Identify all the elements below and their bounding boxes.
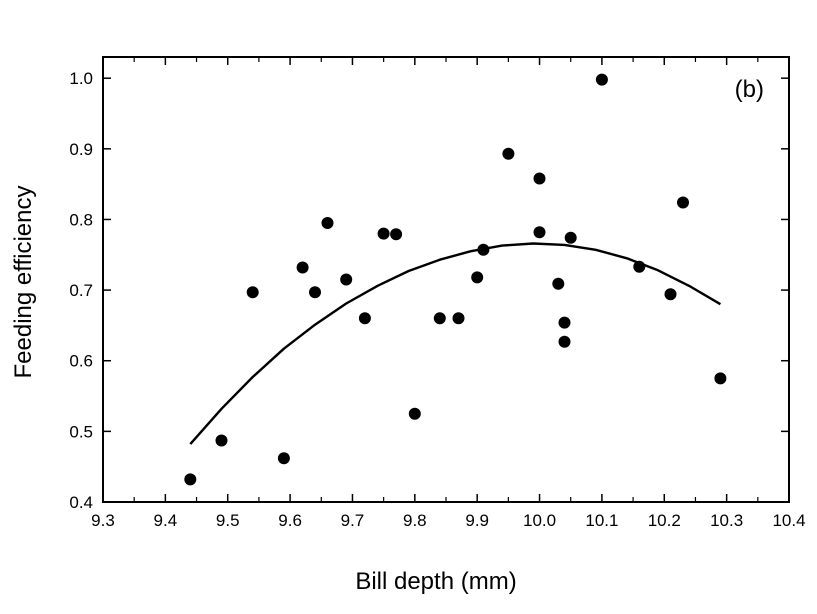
data-point [552, 277, 565, 290]
y-tick-label: 0.6 [69, 352, 93, 371]
data-point [377, 227, 390, 240]
x-axis-title: Bill depth (mm) [355, 568, 516, 595]
data-point [296, 261, 309, 274]
panel-label: (b) [735, 76, 764, 103]
data-point [558, 316, 571, 329]
data-point [246, 286, 259, 299]
y-axis-ticks: 0.4 0.5 0.6 0.7 0.8 0.9 1.0 [69, 69, 789, 512]
data-point [502, 147, 515, 160]
x-tick-label: 10.0 [523, 511, 556, 530]
x-tick-label: 10.4 [772, 511, 805, 530]
x-tick-label: 10.3 [710, 511, 743, 530]
y-axis-title: Feeding efficiency [10, 185, 37, 378]
data-point [433, 312, 446, 325]
data-point [309, 286, 321, 299]
x-tick-label: 9.7 [341, 511, 365, 530]
data-point [664, 288, 677, 301]
data-point [215, 434, 228, 447]
data-point [714, 372, 727, 385]
x-tick-label: 9.5 [216, 511, 240, 530]
data-point [533, 226, 546, 239]
data-point [184, 473, 197, 486]
x-tick-label: 9.8 [403, 511, 427, 530]
data-point [471, 271, 484, 284]
data-point [533, 172, 546, 185]
data-point [633, 260, 646, 273]
data-point [277, 452, 290, 465]
y-tick-label: 1.0 [69, 69, 93, 88]
x-tick-label: 9.4 [154, 511, 178, 530]
data-point [477, 243, 490, 256]
data-point [358, 312, 371, 325]
y-tick-label: 0.7 [69, 281, 93, 300]
x-tick-label: 10.2 [648, 511, 681, 530]
x-axis-ticks: 9.3 9.4 9.5 9.6 9.7 9.8 9.9 10.0 10.1 10.2 10.3 10.… [91, 57, 806, 530]
y-tick-label: 0.5 [69, 422, 93, 441]
data-point [390, 228, 403, 241]
data-point [408, 407, 421, 420]
plot-border [102, 56, 790, 503]
data-point [564, 231, 577, 244]
data-points [184, 73, 727, 486]
y-tick-label: 0.9 [69, 140, 93, 159]
data-point [340, 273, 353, 286]
fit-curve [189, 242, 722, 445]
x-tick-label: 10.1 [585, 511, 618, 530]
x-tick-label: 9.3 [91, 511, 115, 530]
plot-frame [102, 56, 790, 503]
data-point [558, 335, 571, 348]
y-tick-label: 0.8 [69, 210, 93, 229]
y-tick-label: 0.4 [69, 493, 93, 512]
x-tick-label: 9.9 [465, 511, 489, 530]
x-tick-label: 9.6 [278, 511, 302, 530]
data-point [321, 217, 334, 229]
data-point [595, 73, 608, 86]
fit-curve-group [189, 242, 722, 445]
data-point [452, 312, 465, 325]
data-point [677, 196, 689, 209]
